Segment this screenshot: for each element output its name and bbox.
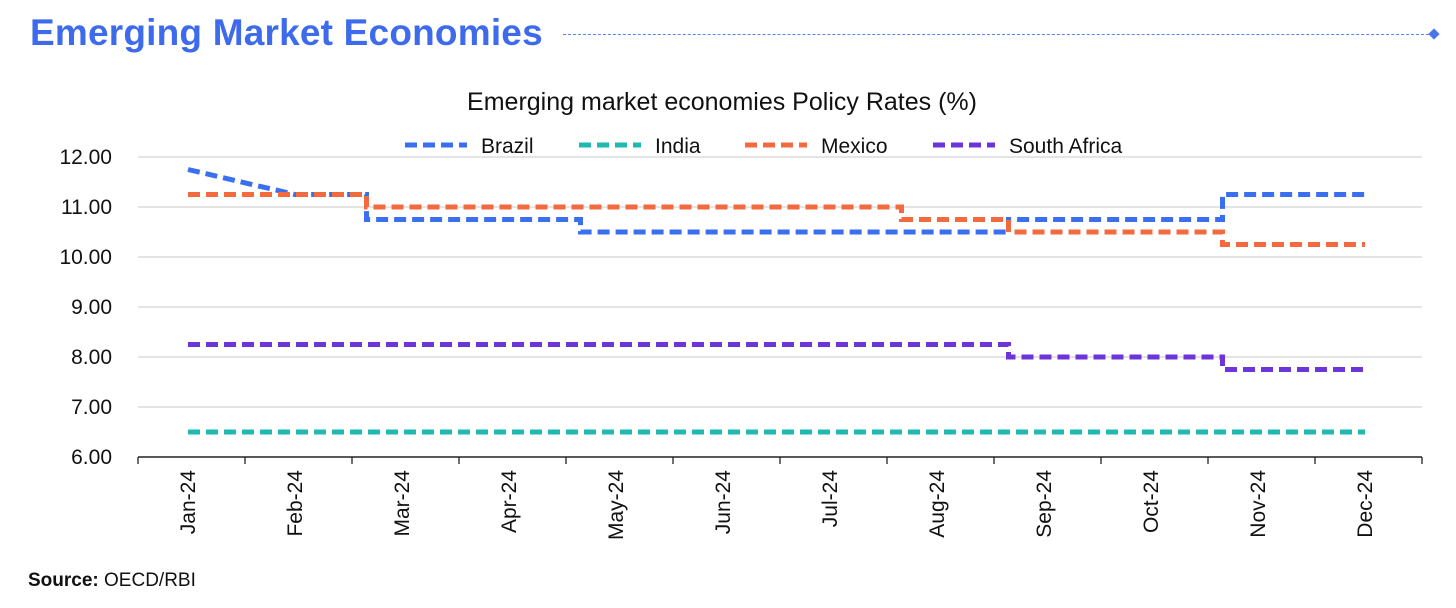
x-tick-label: Aug-24 bbox=[926, 470, 949, 538]
source-note: Source: OECD/RBI bbox=[28, 570, 196, 592]
x-tick-label: Apr-24 bbox=[498, 470, 521, 533]
y-tick-label: 10.00 bbox=[59, 246, 112, 269]
legend-label-mexico: Mexico bbox=[821, 135, 888, 158]
y-tick-label: 9.00 bbox=[71, 296, 112, 319]
x-tick-label: Mar-24 bbox=[391, 470, 414, 537]
legend-label-brazil: Brazil bbox=[481, 135, 534, 158]
x-tick-label: Feb-24 bbox=[284, 470, 307, 537]
y-tick-label: 11.00 bbox=[61, 196, 112, 219]
policy-rates-chart: Emerging market economies Policy Rates (… bbox=[59, 88, 1423, 540]
title-rule bbox=[563, 34, 1434, 35]
source-label: Source: bbox=[28, 570, 99, 591]
legend-label-india: India bbox=[655, 135, 701, 158]
y-tick-label: 6.00 bbox=[71, 446, 112, 469]
legend-label-south-africa: South Africa bbox=[1009, 135, 1123, 158]
y-axis: 6.00 7.00 8.00 9.00 10.00 11.00 12.00 bbox=[59, 146, 112, 469]
y-tick-label: 7.00 bbox=[71, 396, 112, 419]
x-tick-label: Sep-24 bbox=[1033, 470, 1056, 538]
y-tick-label: 12.00 bbox=[59, 146, 112, 169]
x-axis: Jan-24 Feb-24 Mar-24 Apr-24 May-24 Jun-24 Jul-… bbox=[137, 456, 1423, 540]
x-tick-label: Oct-24 bbox=[1140, 470, 1163, 533]
legend: Brazil India Mexico South Africa bbox=[405, 135, 1123, 158]
series-lines bbox=[187, 167, 1365, 435]
x-tick-label: Jul-24 bbox=[819, 470, 842, 528]
x-tick-label: Jan-24 bbox=[177, 470, 200, 535]
x-tick-label: May-24 bbox=[605, 470, 628, 540]
x-tick-label: Jun-24 bbox=[712, 470, 735, 535]
series-line-south-africa bbox=[188, 342, 1365, 372]
y-tick-label: 8.00 bbox=[71, 346, 112, 369]
page-title: Emerging Market Economies bbox=[30, 12, 543, 53]
source-text: OECD/RBI bbox=[104, 570, 196, 591]
x-tick-label: Dec-24 bbox=[1354, 470, 1377, 538]
chart-title: Emerging market economies Policy Rates (… bbox=[467, 88, 977, 116]
x-tick-label: Nov-24 bbox=[1247, 470, 1270, 538]
